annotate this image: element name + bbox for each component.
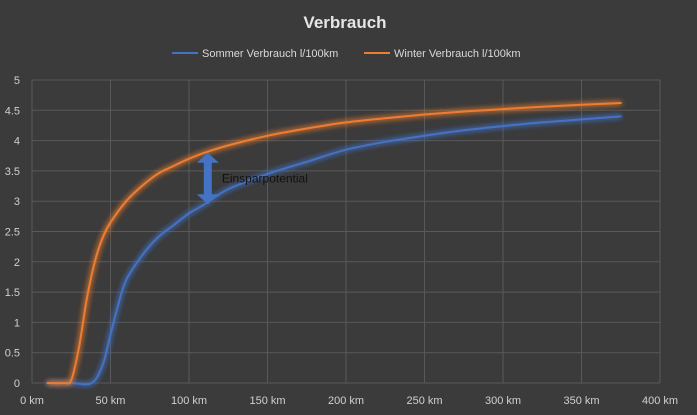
- y-tick-label: 3: [14, 196, 20, 208]
- annotation-group: Einsparpotential: [196, 152, 308, 205]
- y-tick-label: 2: [14, 257, 20, 269]
- x-tick-label: 200 km: [328, 395, 364, 407]
- series-lines: [46, 102, 622, 386]
- y-tick-label: 3.5: [5, 166, 20, 178]
- y-tick-label: 1: [14, 317, 20, 329]
- x-tick-label: 300 km: [485, 395, 521, 407]
- x-axis-ticks: 0 km 50 km 100 km 150 km 200 km 250 km 300 km 3…: [20, 395, 678, 407]
- gridlines: [31, 79, 661, 384]
- x-tick-label: 350 km: [563, 395, 599, 407]
- legend-label-sommer: Sommer Verbrauch l/100km: [202, 48, 338, 60]
- legend: Sommer Verbrauch l/100km Winter Verbrauc…: [172, 48, 521, 60]
- y-tick-label: 4: [14, 136, 20, 148]
- annotation-label: Einsparpotential: [222, 171, 308, 185]
- x-tick-label: 400 km: [642, 395, 678, 407]
- y-tick-label: 4.5: [5, 105, 20, 117]
- y-tick-label: 5: [14, 75, 20, 87]
- einsparpotential-arrow: [196, 152, 219, 205]
- x-tick-label: 150 km: [249, 395, 285, 407]
- series-line-sommer: [46, 115, 622, 386]
- y-tick-label: 2.5: [5, 227, 20, 239]
- y-axis-ticks: 0 0.5 1 1.5 2 2.5 3 3.5 4 4.5 5: [5, 75, 20, 390]
- series-line-winter: [46, 102, 622, 385]
- legend-label-winter: Winter Verbrauch l/100km: [394, 48, 521, 60]
- x-tick-label: 250 km: [406, 395, 442, 407]
- chart-title: Verbrauch: [303, 13, 386, 32]
- x-tick-label: 100 km: [171, 395, 207, 407]
- x-tick-label: 0 km: [20, 395, 44, 407]
- y-tick-label: 0: [14, 378, 20, 390]
- x-tick-label: 50 km: [96, 395, 126, 407]
- y-tick-label: 0.5: [5, 348, 20, 360]
- y-tick-label: 1.5: [5, 287, 20, 299]
